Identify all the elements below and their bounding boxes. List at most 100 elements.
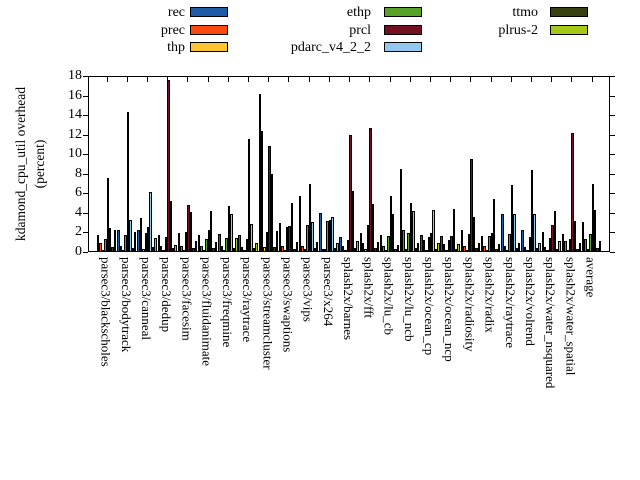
x-tick-top <box>450 77 452 82</box>
bar-prec-parsec3-x264 <box>321 248 325 252</box>
x-tick-label-parsec3-streamcluster: parsec3/streamcluster <box>260 257 276 370</box>
y-tick-left <box>83 115 88 117</box>
bar-prec-parsec3-raytrace <box>240 247 244 252</box>
bar-prec-average <box>584 239 587 252</box>
bar-thp-parsec3-freqmine <box>223 249 226 252</box>
bar-pdarc_v4_2_2-splash2x-fft <box>371 204 375 252</box>
bar-prcl-splash2x-raytrace <box>510 184 514 252</box>
bar-rec-splash2x-radiosity <box>460 230 464 252</box>
bar-rec-parsec3-vips <box>299 196 302 252</box>
bar-ttmo-parsec3-bodytrack <box>131 248 135 252</box>
bar-thp-splash2x-ocean-cp <box>425 249 428 252</box>
y-tick-right <box>610 134 615 136</box>
x-tick-label-parsec3-dedup: parsec3/dedup <box>159 257 175 333</box>
x-tick-top <box>227 77 229 82</box>
bar-ttmo-parsec3-swaptions <box>293 249 296 252</box>
bar-plrus-2-splash2x-lu-ncb <box>417 243 420 252</box>
bar-rec-parsec3-fluidanimate <box>197 235 201 252</box>
bar-prec-parsec3-canneal <box>139 217 143 252</box>
y-tick-right <box>610 76 615 77</box>
bar-prec-parsec3-blackscholes <box>99 243 102 252</box>
x-tick-label-splash2x-lu-ncb: splash2x/lu_ncb <box>401 257 417 342</box>
x-tick-label-splash2x-ocean-ncp: splash2x/ocean_ncp <box>442 257 458 362</box>
x-tick-label-parsec3-swaptions: parsec3/swaptions <box>280 257 296 353</box>
bar-ethp-splash2x-lu-ncb <box>407 233 410 252</box>
bar-ttmo-parsec3-facesim <box>192 248 195 252</box>
bar-prec-splash2x-water-nsquared <box>543 247 547 252</box>
bar-plrus-2-splash2x-volrend <box>538 242 541 252</box>
y-tick-left <box>83 154 88 156</box>
bar-rec-parsec3-blackscholes <box>96 235 100 252</box>
bar-plrus-2-parsec3-swaptions <box>295 242 299 252</box>
x-tick-top <box>510 77 512 82</box>
bar-rec-splash2x-lu-ncb <box>400 168 403 252</box>
bar-thp-splash2x-water-spatial <box>566 249 569 252</box>
y-tick-label: 4 <box>75 204 82 220</box>
bar-ethp-parsec3-fluidanimate <box>205 239 208 252</box>
bar-thp-splash2x-raytrace <box>505 249 509 252</box>
bar-prec-parsec3-swaptions <box>281 245 284 252</box>
bar-ttmo-parsec3-blackscholes <box>111 247 114 252</box>
x-tick-label-splash2x-lu-cb: splash2x/lu_cb <box>381 257 397 335</box>
bar-plrus-2-splash2x-ocean-cp <box>437 243 440 252</box>
bar-rec-splash2x-raytrace <box>501 213 504 252</box>
y-tick-left <box>83 212 88 214</box>
legend-label-rec: rec <box>167 5 185 20</box>
bar-rec-parsec3-bodytrack <box>117 230 120 252</box>
y-axis-title-line1: kdamond_cpu_util overhead <box>13 86 28 242</box>
bar-rec-parsec3-x264 <box>319 212 322 252</box>
x-tick-top <box>591 77 593 82</box>
bar-prec-parsec3-facesim <box>180 246 183 252</box>
x-tick-top <box>308 77 310 82</box>
x-tick-label-parsec3-x264: parsec3/x264 <box>320 257 336 327</box>
bar-prcl-splash2x-lu-ncb <box>409 203 413 252</box>
bar-thp-parsec3-swaptions <box>283 250 287 253</box>
bar-rec-splash2x-water-nsquared <box>541 232 544 252</box>
x-tick-label-splash2x-water-nsquared: splash2x/water_nsquared <box>543 257 559 389</box>
bar-rec-parsec3-canneal <box>137 229 140 252</box>
bar-ethp-parsec3-vips <box>306 224 309 252</box>
bar-plrus-2-parsec3-streamcluster <box>275 231 278 252</box>
bar-thp-average <box>586 249 590 252</box>
bar-prec-splash2x-radiosity <box>463 246 466 252</box>
bar-rec-parsec3-facesim <box>177 233 181 252</box>
y-tick-left <box>83 232 88 234</box>
x-tick-top <box>551 77 553 82</box>
x-tick-label-splash2x-radiosity: splash2x/radiosity <box>462 257 478 352</box>
bar-pdarc_v4_2_2-parsec3-facesim <box>189 211 193 252</box>
bar-pdarc_v4_2_2-splash2x-water-nsquared <box>553 210 557 252</box>
bar-thp-splash2x-barnes <box>344 249 347 252</box>
bar-thp-parsec3-fluidanimate <box>202 249 206 252</box>
legend-swatch-prcl <box>384 24 422 35</box>
bar-pdarc_v4_2_2-parsec3-raytrace <box>250 223 253 252</box>
bar-plrus-2-splash2x-radix <box>497 243 501 252</box>
bar-pdarc_v4_2_2-splash2x-radix <box>493 199 496 252</box>
bar-ttmo-splash2x-raytrace <box>515 248 519 252</box>
y-tick-right <box>610 173 615 175</box>
bar-ethp-parsec3-bodytrack <box>124 235 127 252</box>
bar-ttmo-splash2x-barnes <box>353 248 357 252</box>
bar-rec-splash2x-ocean-cp <box>420 234 423 252</box>
bar-ethp-parsec3-streamcluster <box>265 232 269 252</box>
x-tick-top <box>490 77 492 82</box>
bar-ethp-splash2x-barnes <box>346 239 350 252</box>
bar-thp-splash2x-radiosity <box>465 249 468 252</box>
bar-rec-parsec3-swaptions <box>278 222 282 252</box>
bar-pdarc_v4_2_2-splash2x-radiosity <box>472 217 476 252</box>
bar-ttmo-splash2x-ocean-cp <box>434 249 438 252</box>
bar-ttmo-splash2x-volrend <box>535 248 539 252</box>
y-tick-label: 14 <box>68 107 82 123</box>
bar-prcl-parsec3-x264 <box>328 219 332 252</box>
bar-ethp-parsec3-canneal <box>144 233 147 252</box>
bar-prec-splash2x-volrend <box>523 247 527 252</box>
bar-prcl-parsec3-swaptions <box>288 225 291 252</box>
bar-ethp-splash2x-ocean-cp <box>427 237 430 252</box>
legend-swatch-plrus-2 <box>550 24 588 35</box>
bar-thp-splash2x-fft <box>364 249 367 252</box>
bar-prcl-splash2x-ocean-cp <box>429 233 433 252</box>
x-tick-label-parsec3-canneal: parsec3/canneal <box>139 257 155 341</box>
x-tick-top <box>288 77 290 82</box>
legend-label-pdarc_v4_2_2: pdarc_v4_2_2 <box>290 40 371 55</box>
bar-pdarc_v4_2_2-splash2x-raytrace <box>513 213 516 252</box>
bar-prec-splash2x-raytrace <box>503 246 506 252</box>
